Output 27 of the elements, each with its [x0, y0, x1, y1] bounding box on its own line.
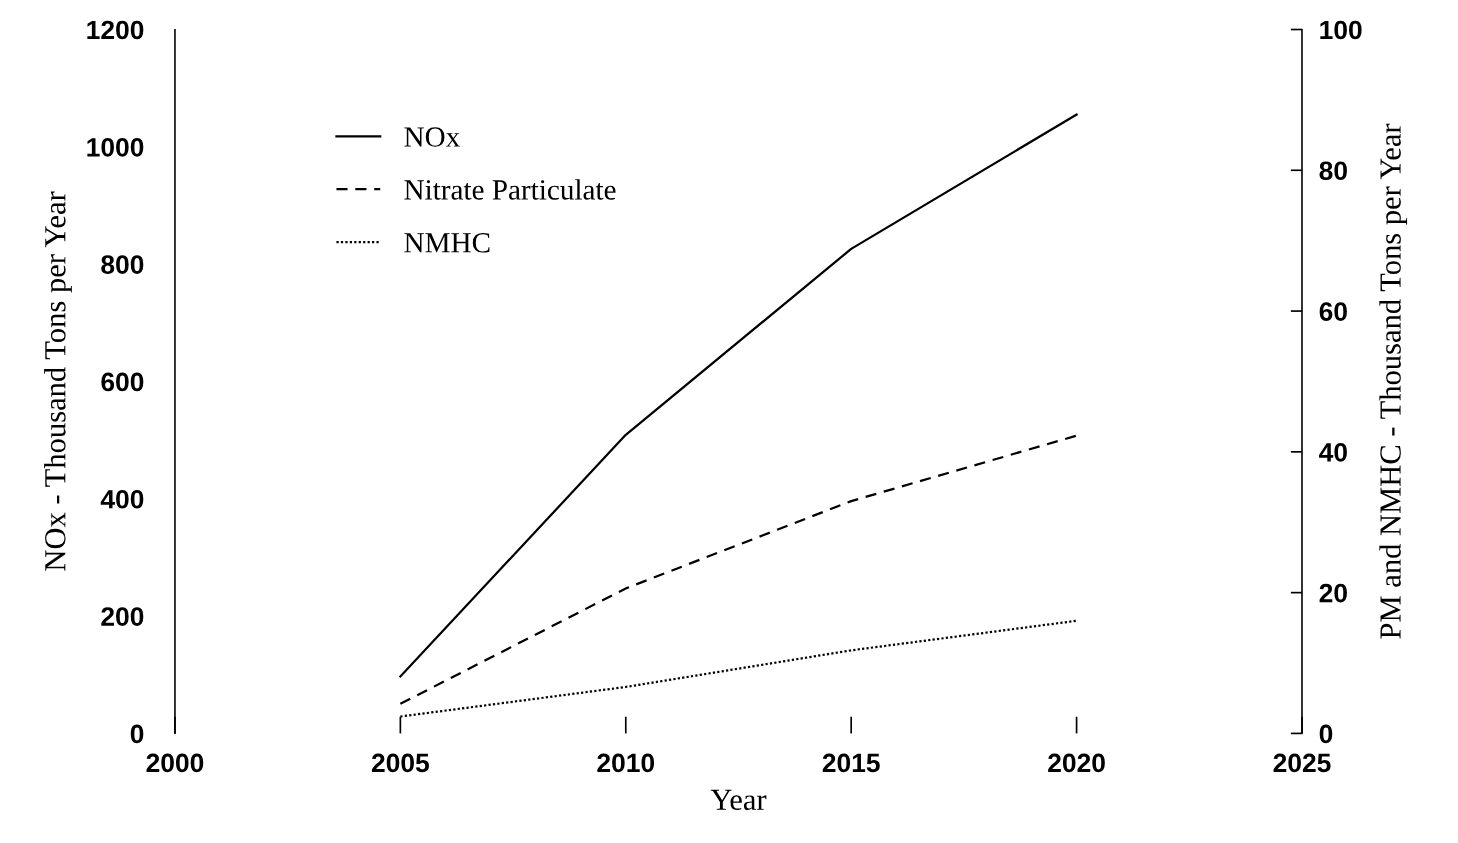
y-tick-label: 600	[101, 372, 144, 392]
y-tick-label: 400	[100, 489, 144, 509]
legend-label: Nitrate Particulate	[404, 179, 616, 200]
x-tick-label: 2015	[822, 753, 880, 773]
y-tick-label: 1000	[87, 137, 144, 157]
x-tick-label: 2025	[1273, 753, 1331, 773]
y-tick-label: 0	[130, 724, 144, 744]
x-axis-title: Year	[710, 789, 767, 811]
y2-tick-label: 0	[1319, 724, 1333, 744]
legend-label: NMHC	[404, 233, 490, 253]
legend-label: NOx	[404, 127, 460, 147]
y-axis-title: NOx - Thousand Tons per Year	[44, 191, 72, 571]
x-tick-label: 2010	[597, 753, 655, 773]
line-series	[399, 113, 1078, 678]
y2-axis-title: PM and NMHC - Thousand Tons per Year	[1379, 123, 1408, 639]
y2-tick-label: 80	[1319, 161, 1347, 181]
y-tick-label: 1200	[87, 20, 144, 40]
y2-tick-label: 60	[1319, 302, 1347, 321]
y2-tick-label: 100	[1320, 20, 1362, 40]
x-tick-label: 2020	[1048, 753, 1105, 773]
y2-tick-label: 40	[1319, 442, 1347, 462]
y2-tick-label: 20	[1319, 583, 1347, 603]
y-tick-label: 800	[101, 255, 144, 274]
x-tick-label: 2005	[371, 753, 429, 773]
x-tick-label: 2000	[146, 753, 204, 773]
line-series	[399, 434, 1078, 705]
y-tick-label: 200	[101, 607, 144, 626]
